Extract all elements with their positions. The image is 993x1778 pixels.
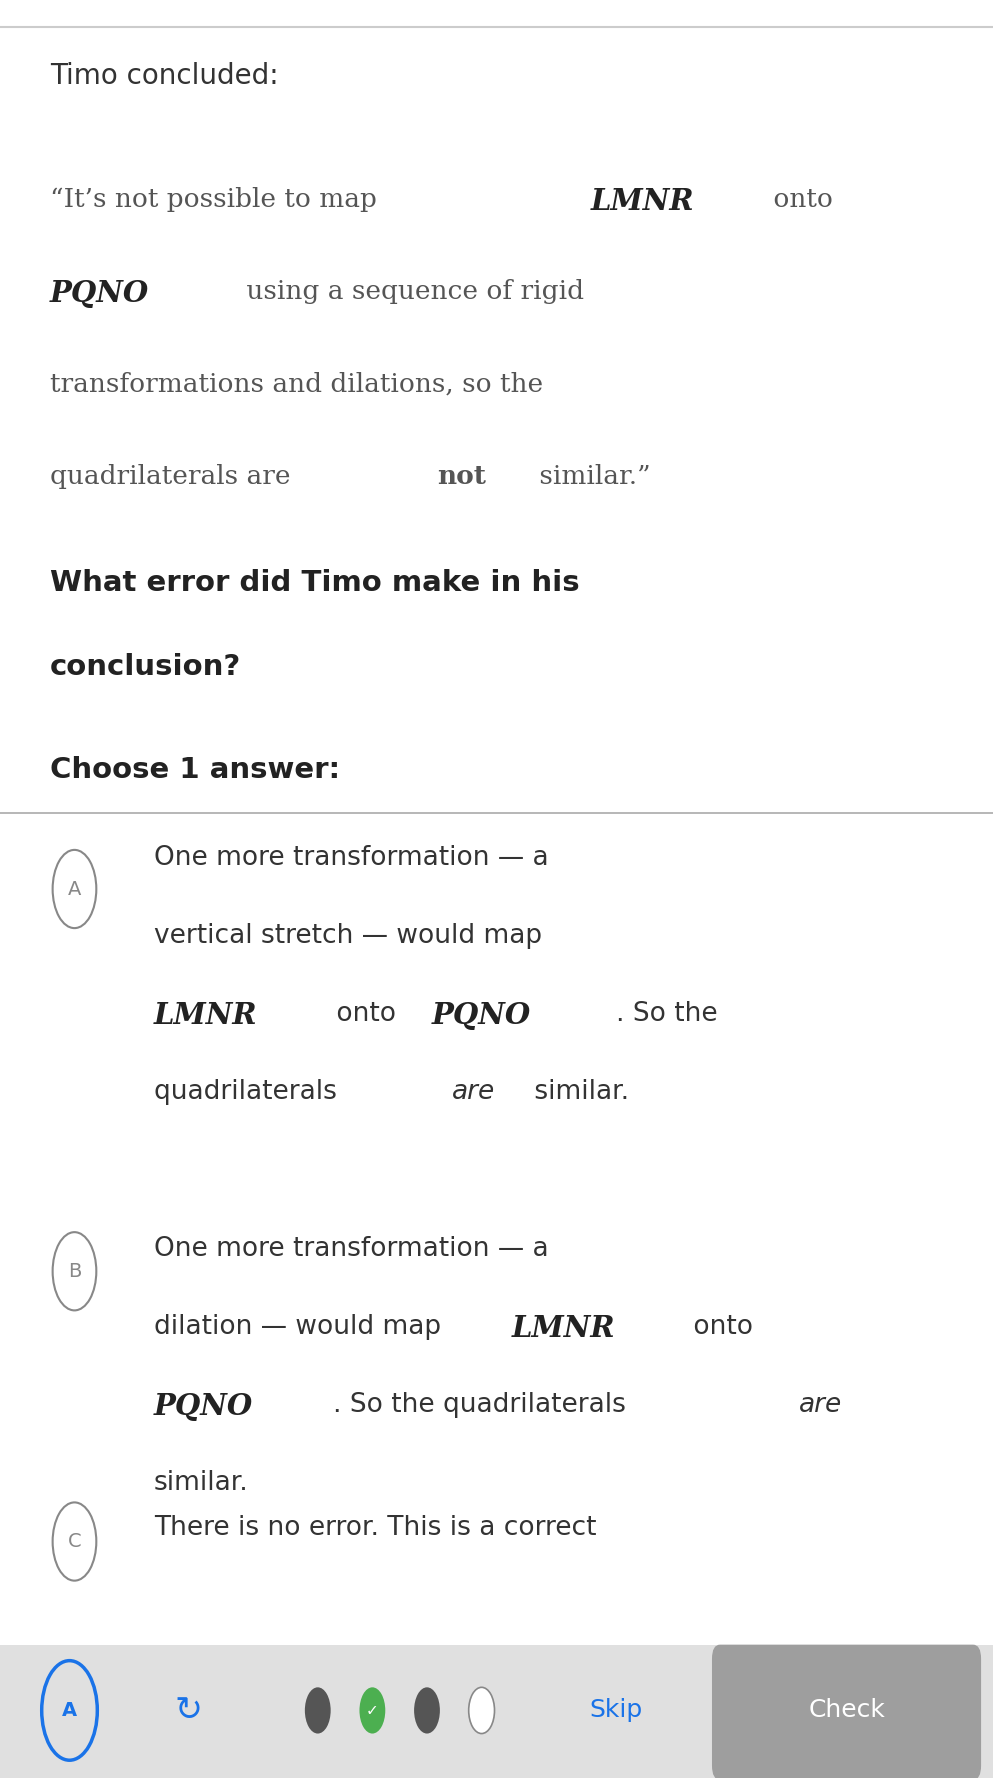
Text: There is no error. This is a correct: There is no error. This is a correct xyxy=(154,1515,597,1542)
Text: “It’s not possible to map: “It’s not possible to map xyxy=(50,187,385,212)
Text: LMNR: LMNR xyxy=(511,1314,615,1342)
Text: are: are xyxy=(799,1392,843,1419)
Text: transformations and dilations, so the: transformations and dilations, so the xyxy=(50,372,543,396)
Text: Skip: Skip xyxy=(589,1698,642,1723)
Text: One more transformation — a: One more transformation — a xyxy=(154,845,548,871)
Text: vertical stretch — would map: vertical stretch — would map xyxy=(154,923,542,949)
Text: Choose 1 answer:: Choose 1 answer: xyxy=(50,756,340,784)
Text: ✓: ✓ xyxy=(366,1703,378,1718)
Text: conclusion?: conclusion? xyxy=(50,653,241,681)
Text: Timo concluded:: Timo concluded: xyxy=(50,62,278,91)
Text: One more transformation — a: One more transformation — a xyxy=(154,1236,548,1262)
Text: similar.: similar. xyxy=(526,1079,630,1106)
Text: ↻: ↻ xyxy=(175,1694,203,1726)
Text: similar.”: similar.” xyxy=(531,464,650,489)
Text: LMNR: LMNR xyxy=(154,1001,257,1029)
Text: PQNO: PQNO xyxy=(154,1392,253,1421)
Text: B: B xyxy=(68,1262,81,1280)
Text: . So the: . So the xyxy=(616,1001,717,1028)
Text: quadrilaterals are: quadrilaterals are xyxy=(50,464,299,489)
Text: similar.: similar. xyxy=(154,1470,248,1497)
Text: PQNO: PQNO xyxy=(50,279,149,308)
Text: . So the quadrilaterals: . So the quadrilaterals xyxy=(333,1392,634,1419)
Text: Check: Check xyxy=(808,1698,886,1723)
Circle shape xyxy=(359,1687,385,1734)
Text: dilation — would map: dilation — would map xyxy=(154,1314,450,1341)
Circle shape xyxy=(305,1687,331,1734)
Text: onto: onto xyxy=(765,187,832,212)
Text: using a sequence of rigid: using a sequence of rigid xyxy=(238,279,584,304)
Text: What error did Timo make in his: What error did Timo make in his xyxy=(50,569,579,597)
Text: PQNO: PQNO xyxy=(432,1001,531,1029)
Text: onto: onto xyxy=(328,1001,404,1028)
Text: quadrilaterals: quadrilaterals xyxy=(154,1079,346,1106)
Text: not: not xyxy=(437,464,486,489)
Text: LMNR: LMNR xyxy=(591,187,694,215)
Text: C: C xyxy=(68,1533,81,1550)
Circle shape xyxy=(414,1687,440,1734)
Text: A: A xyxy=(68,880,81,898)
FancyBboxPatch shape xyxy=(712,1645,981,1778)
Circle shape xyxy=(469,1687,495,1734)
Text: are: are xyxy=(452,1079,496,1106)
Text: A: A xyxy=(62,1702,77,1719)
FancyBboxPatch shape xyxy=(0,1645,993,1778)
Text: onto: onto xyxy=(685,1314,753,1341)
